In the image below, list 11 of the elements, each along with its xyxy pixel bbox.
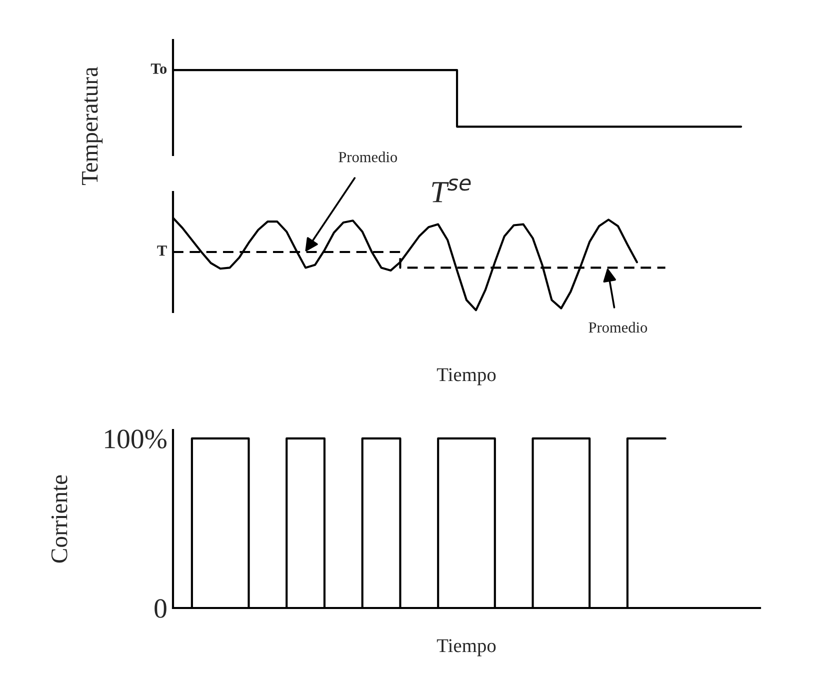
text: T$^{se}$ (432, 178, 471, 202)
text: Promedio (588, 322, 648, 333)
x-axis-title: Tiempo (436, 639, 496, 656)
y-axis-title: Temperatura (82, 66, 103, 186)
text: T (157, 246, 167, 256)
y-axis-title: Corriente (51, 475, 68, 563)
x-axis-title: Tiempo (436, 368, 496, 386)
text: Promedio (338, 151, 398, 162)
y-tick-label: 0 (154, 599, 166, 618)
y-tick-label: 100% (105, 430, 166, 448)
text: To (150, 64, 167, 74)
